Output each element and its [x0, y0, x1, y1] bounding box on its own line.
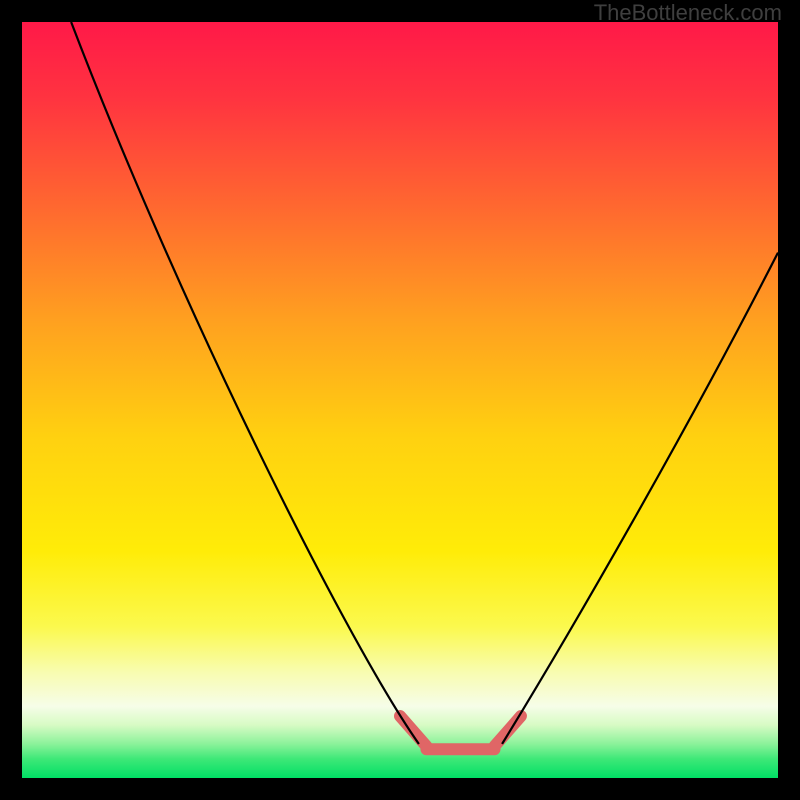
gradient-background	[22, 22, 778, 778]
frame-left	[0, 0, 22, 800]
frame-bottom	[0, 778, 800, 800]
watermark-text: TheBottleneck.com	[594, 0, 782, 26]
bottleneck-chart: TheBottleneck.com	[0, 0, 800, 800]
frame-right	[778, 0, 800, 800]
chart-svg	[0, 0, 800, 800]
